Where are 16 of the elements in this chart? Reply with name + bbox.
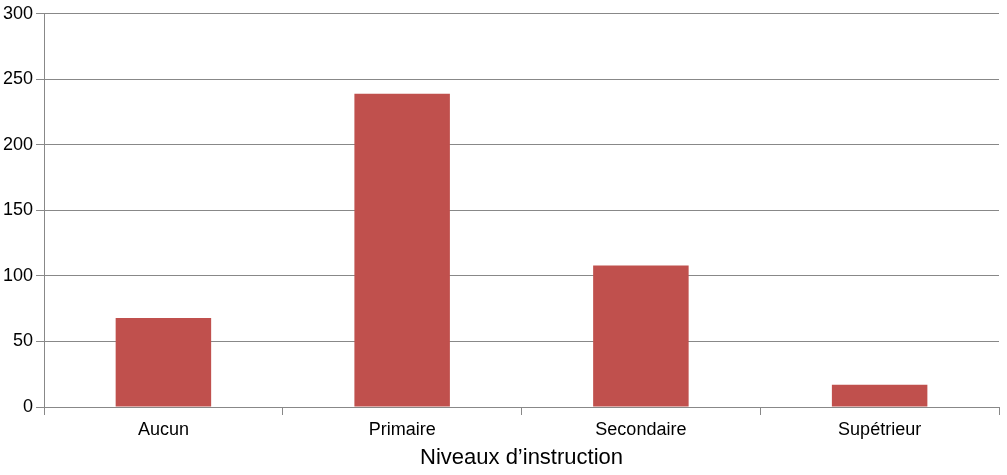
y-tick-label: 50 [13,330,34,351]
bar [115,317,212,407]
x-tick-label: Secondaire [595,418,687,439]
y-tick-label: 300 [2,2,34,23]
bar [831,384,928,407]
x-tick-label: Aucun [137,418,189,439]
x-tick-label: Supétrieur [838,418,922,439]
y-tick-label: 150 [2,199,34,220]
y-tick-label: 250 [2,68,34,89]
bar [354,93,450,407]
y-tick-label: 0 [23,395,34,416]
y-tick-label: 200 [2,133,34,154]
x-axis-title: Niveaux d’instruction [420,443,624,469]
y-tick-label: 100 [2,264,34,285]
bar [593,265,689,407]
x-tick-label: Primaire [368,418,436,439]
